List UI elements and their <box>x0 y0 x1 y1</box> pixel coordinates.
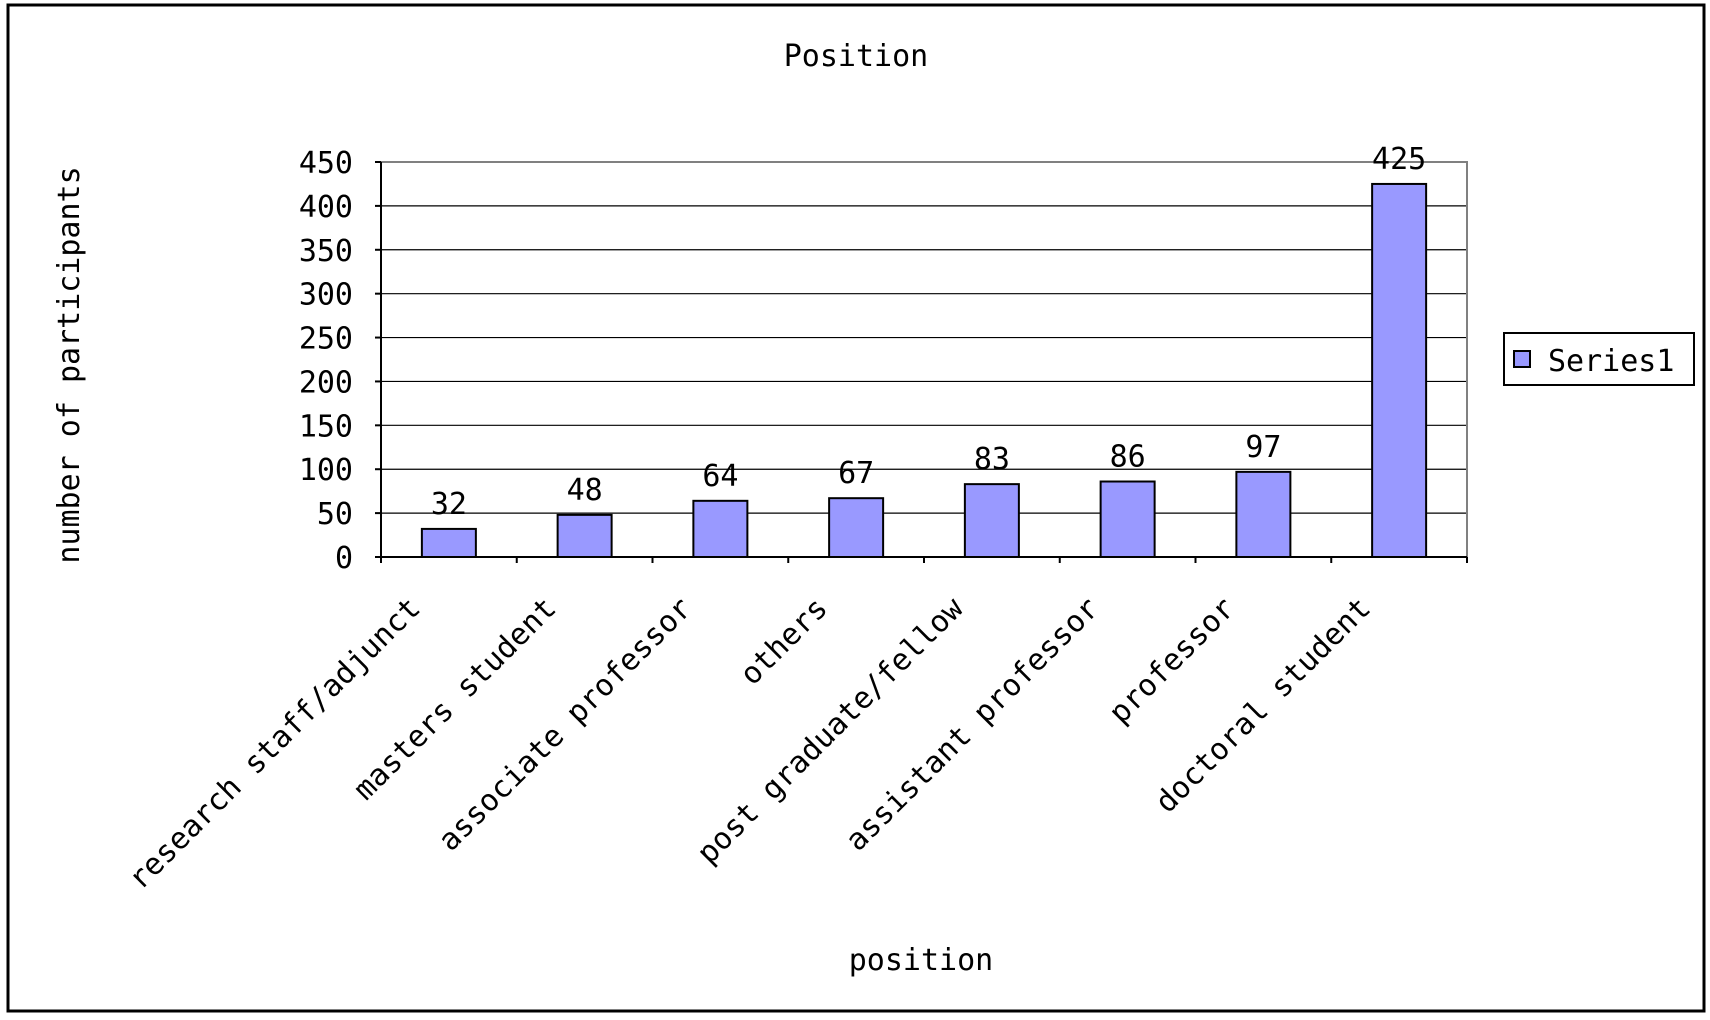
legend-box <box>1503 332 1695 386</box>
y-tick-label: 250 <box>299 322 353 357</box>
y-tick-label: 100 <box>299 453 353 488</box>
chart-title: Position <box>784 39 929 74</box>
bar-value-label: 32 <box>431 487 467 522</box>
legend-label-series1: Series1 <box>1548 344 1674 379</box>
bar-value-label: 425 <box>1372 142 1426 177</box>
bar-value-label: 67 <box>838 456 874 491</box>
data-labels: 32 48 64 67 83 86 97 425 <box>431 142 1426 522</box>
axes <box>375 161 1468 563</box>
y-tick-label: 400 <box>299 190 353 225</box>
bar <box>1099 480 1156 558</box>
y-tick-label: 450 <box>299 146 353 181</box>
y-tick-label: 300 <box>299 278 353 313</box>
bar <box>963 483 1020 558</box>
bar <box>1235 470 1292 559</box>
bar-value-label: 86 <box>1110 440 1146 475</box>
x-axis-label: position <box>849 943 994 978</box>
legend: Series1 <box>1503 332 1695 386</box>
bar <box>556 513 613 558</box>
y-tick-label: 150 <box>299 409 353 444</box>
bar <box>692 499 749 559</box>
bar <box>420 527 477 559</box>
bar-value-label: 48 <box>567 473 603 508</box>
bar <box>1371 182 1428 558</box>
bar <box>828 497 885 559</box>
bar-value-label: 64 <box>702 459 738 494</box>
bar-value-label: 83 <box>974 442 1010 477</box>
y-axis-label: number of participants <box>52 166 87 563</box>
y-tick-label: 200 <box>299 365 353 400</box>
y-tick-label: 50 <box>317 497 353 532</box>
y-tick-label: 350 <box>299 234 353 269</box>
legend-swatch <box>1513 350 1531 368</box>
bar-value-label: 97 <box>1245 430 1281 465</box>
y-tick-label: 0 <box>335 541 353 576</box>
y-tick-labels: 0 50 100 150 200 250 300 350 400 450 <box>299 146 353 576</box>
bars <box>420 182 1428 559</box>
